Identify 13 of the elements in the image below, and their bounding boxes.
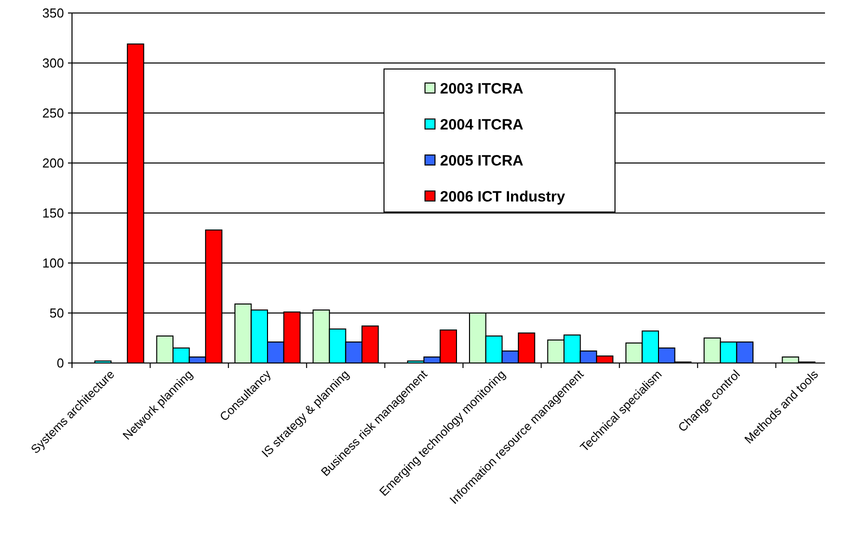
legend-label: 2006 ICT Industry xyxy=(440,188,566,206)
legend-label: 2005 ITCRA xyxy=(440,152,524,170)
y-tick-label: 50 xyxy=(50,306,64,321)
y-tick-label: 250 xyxy=(42,106,64,121)
legend-label: 2003 ITCRA xyxy=(440,80,524,98)
y-tick-label: 0 xyxy=(56,356,64,371)
y-tick-label: 350 xyxy=(42,6,64,21)
legend-label: 2004 ITCRA xyxy=(440,116,524,134)
bar xyxy=(94,360,112,364)
y-tick-label: 150 xyxy=(42,206,64,221)
y-tick-label: 300 xyxy=(42,56,64,71)
y-tick-label: 200 xyxy=(42,156,64,171)
y-tick-label: 100 xyxy=(42,256,64,271)
